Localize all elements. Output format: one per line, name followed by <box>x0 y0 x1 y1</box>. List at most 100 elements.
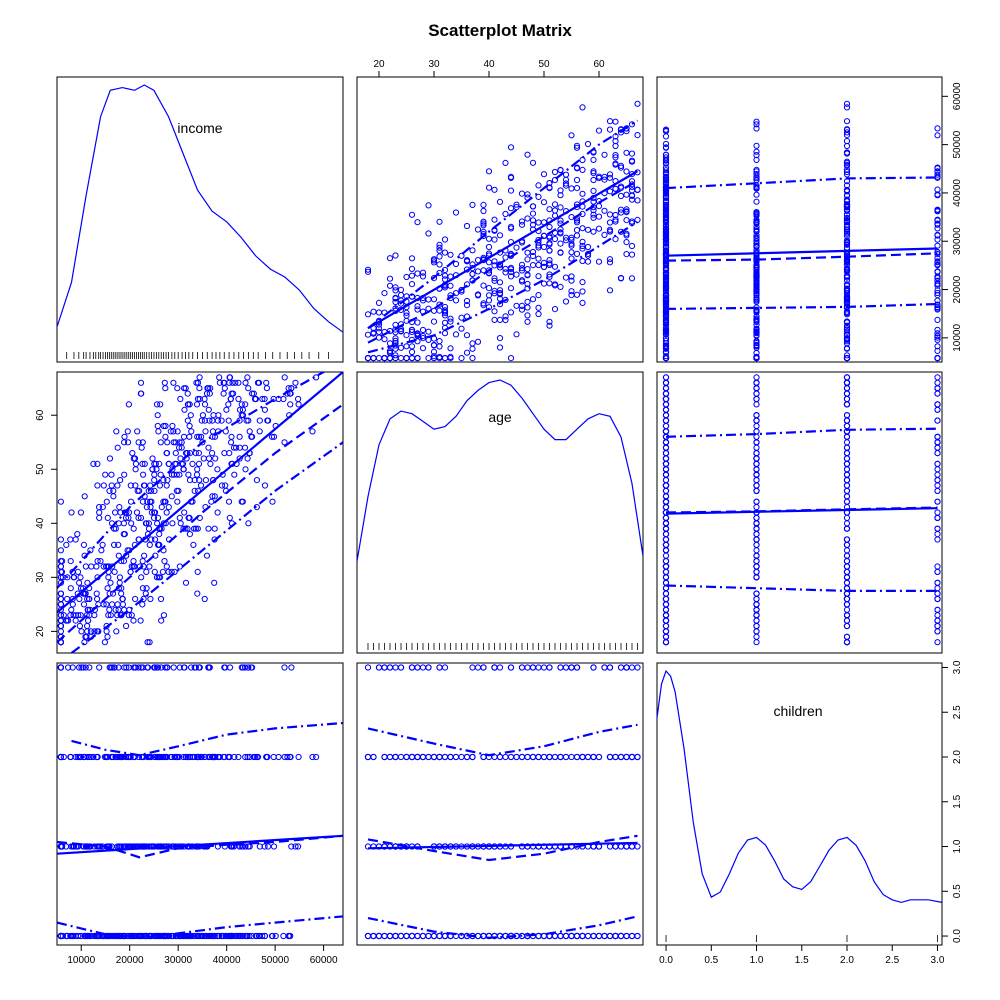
data-point <box>135 664 142 671</box>
data-point <box>148 487 155 494</box>
data-point <box>88 563 95 570</box>
data-point <box>225 417 232 424</box>
data-point <box>245 417 252 424</box>
data-point <box>458 252 465 259</box>
data-point <box>843 100 851 107</box>
data-point <box>238 664 245 671</box>
data-point <box>606 256 614 263</box>
data-point <box>524 272 531 279</box>
data-point <box>261 406 268 413</box>
data-point <box>186 932 193 940</box>
data-point <box>843 520 851 527</box>
data-point <box>292 379 299 386</box>
data-point <box>157 471 164 478</box>
data-point <box>612 236 619 243</box>
tick-label: 10000 <box>952 324 963 352</box>
x-axis-bottom-income: 10000 20000 30000 40000 50000 60000 <box>67 944 338 966</box>
data-point <box>252 932 259 940</box>
data-point <box>590 932 597 940</box>
data-point <box>386 282 394 289</box>
data-point <box>256 428 263 435</box>
data-point <box>573 232 581 239</box>
data-point <box>162 385 169 392</box>
data-point <box>612 218 619 225</box>
data-point <box>513 302 520 309</box>
data-point <box>115 664 122 671</box>
data-point <box>244 455 251 462</box>
data-point <box>496 753 504 761</box>
data-point <box>430 259 438 266</box>
data-point <box>191 753 198 761</box>
data-point <box>662 498 670 505</box>
data-point <box>628 251 636 258</box>
points <box>364 100 641 362</box>
data-point <box>623 217 630 224</box>
data-point <box>662 247 670 254</box>
data-point <box>172 439 179 446</box>
data-point <box>546 223 553 231</box>
data-point <box>436 307 443 314</box>
data-point <box>595 753 603 761</box>
data-point <box>436 261 443 268</box>
data-point <box>843 268 851 275</box>
data-point <box>414 664 421 671</box>
data-point <box>502 254 509 261</box>
data-point <box>529 248 537 256</box>
data-point <box>753 332 760 339</box>
data-point <box>408 932 416 940</box>
data-point <box>132 460 140 467</box>
data-point <box>540 232 548 239</box>
data-point <box>163 753 170 761</box>
line-smooth <box>57 403 343 644</box>
data-point <box>57 753 65 761</box>
data-point <box>843 221 851 228</box>
data-point <box>551 235 559 243</box>
data-point <box>57 536 65 543</box>
panel-frame <box>356 76 644 363</box>
data-point <box>261 395 268 403</box>
data-point <box>753 428 760 435</box>
data-point <box>176 471 183 478</box>
data-point <box>753 355 760 362</box>
data-point <box>843 612 851 619</box>
data-point <box>568 132 575 139</box>
data-point <box>121 471 128 478</box>
data-point <box>524 312 531 319</box>
tick-label: 40 <box>35 517 46 529</box>
data-point <box>458 355 465 362</box>
data-point <box>662 639 670 646</box>
data-point <box>116 579 123 586</box>
tick-label: 3.0 <box>952 660 963 674</box>
data-point <box>80 843 87 850</box>
data-point <box>590 664 597 671</box>
data-point <box>843 285 851 292</box>
data-point <box>57 563 65 570</box>
data-point <box>81 493 88 500</box>
data-point <box>110 487 117 494</box>
data-point <box>843 493 851 500</box>
data-point <box>843 126 851 133</box>
data-point <box>568 277 575 284</box>
data-point <box>436 247 443 254</box>
data-point <box>151 753 158 761</box>
data-point <box>195 433 203 440</box>
data-point <box>392 355 399 362</box>
data-point <box>153 401 161 408</box>
data-point <box>843 547 851 554</box>
chart-title: Scatterplot Matrix <box>428 21 572 40</box>
data-point <box>628 843 636 850</box>
data-point <box>115 753 123 761</box>
data-point <box>397 355 405 362</box>
data-point <box>110 493 117 500</box>
variable-label-age: age <box>488 409 512 425</box>
tick-label: 50 <box>35 463 46 475</box>
data-point <box>529 203 537 210</box>
tick-label: 30 <box>35 571 46 583</box>
data-point <box>177 520 184 527</box>
data-point <box>843 541 851 549</box>
data-point <box>441 664 449 671</box>
data-point <box>612 753 619 761</box>
data-point <box>662 201 670 208</box>
data-point <box>176 514 183 522</box>
data-point <box>535 182 542 189</box>
